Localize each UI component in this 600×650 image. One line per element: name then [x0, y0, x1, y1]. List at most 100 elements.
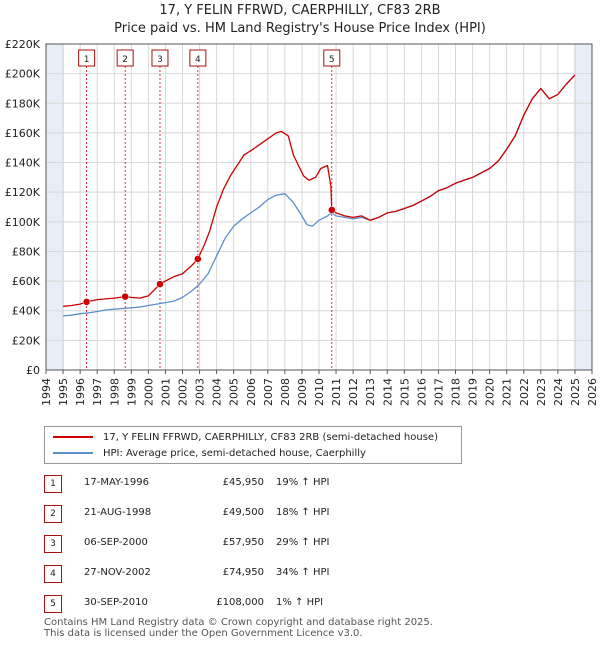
- legend-label-hpi: HPI: Average price, semi-detached house,…: [103, 447, 366, 459]
- y-tick-label: £40K: [12, 305, 41, 318]
- axes: £0 £20K £40K £60K £80K £100K £120K £140K £160K £1…: [5, 38, 599, 406]
- x-tick-label: 1999: [125, 378, 138, 406]
- x-tick-label: 2003: [194, 378, 207, 406]
- sale-label-box: [116, 49, 134, 67]
- sale-label-text: 2: [122, 55, 128, 65]
- footer: Contains HM Land Registry data © Crown c…: [44, 617, 584, 639]
- x-tick-label: 2026: [586, 378, 599, 406]
- sale-label-text: 1: [84, 55, 90, 65]
- footer-copyright: Contains HM Land Registry data © Crown c…: [44, 617, 433, 628]
- sale-point: [194, 255, 202, 263]
- sale-date: 06-SEP-2000: [84, 537, 148, 548]
- x-tick-label: 2024: [552, 378, 565, 406]
- x-tick-label: 1995: [57, 378, 70, 406]
- x-tick-label: 2002: [177, 378, 190, 406]
- footer-license: This data is licensed under the Open Gov…: [44, 628, 363, 639]
- x-tick-label: 2013: [364, 378, 377, 406]
- chart-title: 17, Y FELIN FFRWD, CAERPHILLY, CF83 2RB: [159, 3, 441, 18]
- sale-date: 21-AUG-1998: [84, 507, 152, 518]
- sale-date: 17-MAY-1996: [84, 477, 150, 488]
- x-tick-label: 2019: [467, 378, 480, 406]
- sale-point: [328, 206, 336, 214]
- x-tick-label: 2007: [262, 378, 275, 406]
- y-tick-label: £20K: [12, 334, 41, 347]
- legend-item-property: 17, Y FELIN FFRWD, CAERPHILLY, CF83 2RB …: [53, 429, 438, 445]
- sale-row: 2 21-AUG-1998 £49,500 18% ↑ HPI: [44, 505, 424, 523]
- sale-price: £45,950: [222, 477, 264, 488]
- legend-label-property: 17, Y FELIN FFRWD, CAERPHILLY, CF83 2RB …: [103, 431, 438, 443]
- sale-point: [121, 292, 129, 301]
- grid: [45, 43, 593, 371]
- shaded-range: [574, 44, 592, 370]
- sale-number-badge: 4: [44, 565, 62, 583]
- sale-label-text: 4: [195, 55, 201, 65]
- legend-swatch-property: [53, 436, 93, 438]
- sale-label-text: 5: [329, 55, 335, 65]
- sale-price: £108,000: [216, 597, 264, 608]
- y-tick-label: £140K: [5, 157, 41, 170]
- y-tick-label: £180K: [5, 97, 41, 110]
- x-tick-label: 2000: [142, 378, 155, 406]
- sale-label-text: 3: [157, 55, 163, 65]
- x-tick-label: 2011: [330, 378, 343, 406]
- x-tick-label: 2022: [518, 378, 531, 406]
- x-tick-label: 2004: [211, 378, 224, 406]
- x-tick-label: 1998: [108, 378, 121, 406]
- sale-hpi-diff: 34% ↑ HPI: [276, 567, 330, 578]
- x-tick-label: 2020: [484, 378, 497, 406]
- sale-row: 3 06-SEP-2000 £57,950 29% ↑ HPI: [44, 535, 424, 553]
- x-tick-label: 2025: [569, 378, 582, 406]
- y-tick-label: £220K: [5, 38, 41, 51]
- y-tick-label: £100K: [5, 216, 41, 229]
- legend-swatch-hpi: [53, 452, 93, 454]
- x-tick-label: 2023: [535, 378, 548, 406]
- sale-point: [156, 280, 164, 288]
- sale-price: £57,950: [222, 537, 264, 548]
- x-tick-label: 2014: [381, 378, 394, 406]
- y-tick-label: £200K: [5, 68, 41, 81]
- x-tick-label: 1997: [91, 378, 104, 406]
- sale-hpi-diff: 29% ↑ HPI: [276, 537, 330, 548]
- sale-price: £74,950: [222, 567, 264, 578]
- x-tick-label: 2006: [245, 378, 258, 406]
- sale-row: 5 30-SEP-2010 £108,000 1% ↑ HPI: [44, 595, 424, 613]
- sale-number-badge: 5: [44, 595, 62, 613]
- x-tick-label: 2021: [501, 378, 514, 406]
- legend: 17, Y FELIN FFRWD, CAERPHILLY, CF83 2RB …: [44, 426, 462, 464]
- legend-item-hpi: HPI: Average price, semi-detached house,…: [53, 445, 366, 461]
- y-tick-label: £0: [26, 364, 40, 377]
- sale-row: 4 27-NOV-2002 £74,950 34% ↑ HPI: [44, 565, 424, 583]
- sale-number-badge: 3: [44, 535, 62, 553]
- x-tick-label: 2017: [432, 378, 445, 406]
- x-tick-label: 2018: [450, 378, 463, 406]
- sale-price: £49,500: [222, 507, 264, 518]
- sale-label-box: [78, 49, 96, 67]
- y-tick-label: £160K: [5, 127, 41, 140]
- y-tick-label: £60K: [12, 275, 41, 288]
- sale-guides: 1 2 3 4 5: [78, 49, 341, 370]
- sale-label-box: [323, 49, 341, 67]
- x-tick-label: 1996: [74, 378, 87, 406]
- sale-point: [82, 298, 91, 306]
- x-tick-label: 2016: [415, 378, 428, 406]
- sale-date: 27-NOV-2002: [84, 567, 151, 578]
- x-tick-label: 1994: [40, 378, 53, 406]
- sale-hpi-diff: 19% ↑ HPI: [276, 477, 330, 488]
- x-tick-label: 2005: [228, 378, 241, 406]
- sale-hpi-diff: 1% ↑ HPI: [276, 597, 324, 608]
- sale-number-badge: 1: [44, 475, 62, 493]
- chart-title-block: 17, Y FELIN FFRWD, CAERPHILLY, CF83 2RB …: [0, 2, 600, 38]
- shaded-range: [46, 44, 64, 370]
- x-tick-label: 2015: [398, 378, 411, 406]
- sale-label-box: [151, 49, 169, 67]
- x-tick-label: 2009: [296, 378, 309, 406]
- sale-label-box: [189, 49, 207, 67]
- sale-hpi-diff: 18% ↑ HPI: [276, 507, 330, 518]
- chart-subtitle: Price paid vs. HM Land Registry's House …: [114, 21, 486, 36]
- y-tick-label: £120K: [5, 186, 41, 199]
- sale-markers: [82, 206, 336, 306]
- x-tick-label: 2010: [313, 378, 326, 406]
- x-tick-label: 2001: [159, 378, 172, 406]
- sale-row: 1 17-MAY-1996 £45,950 19% ↑ HPI: [44, 475, 424, 493]
